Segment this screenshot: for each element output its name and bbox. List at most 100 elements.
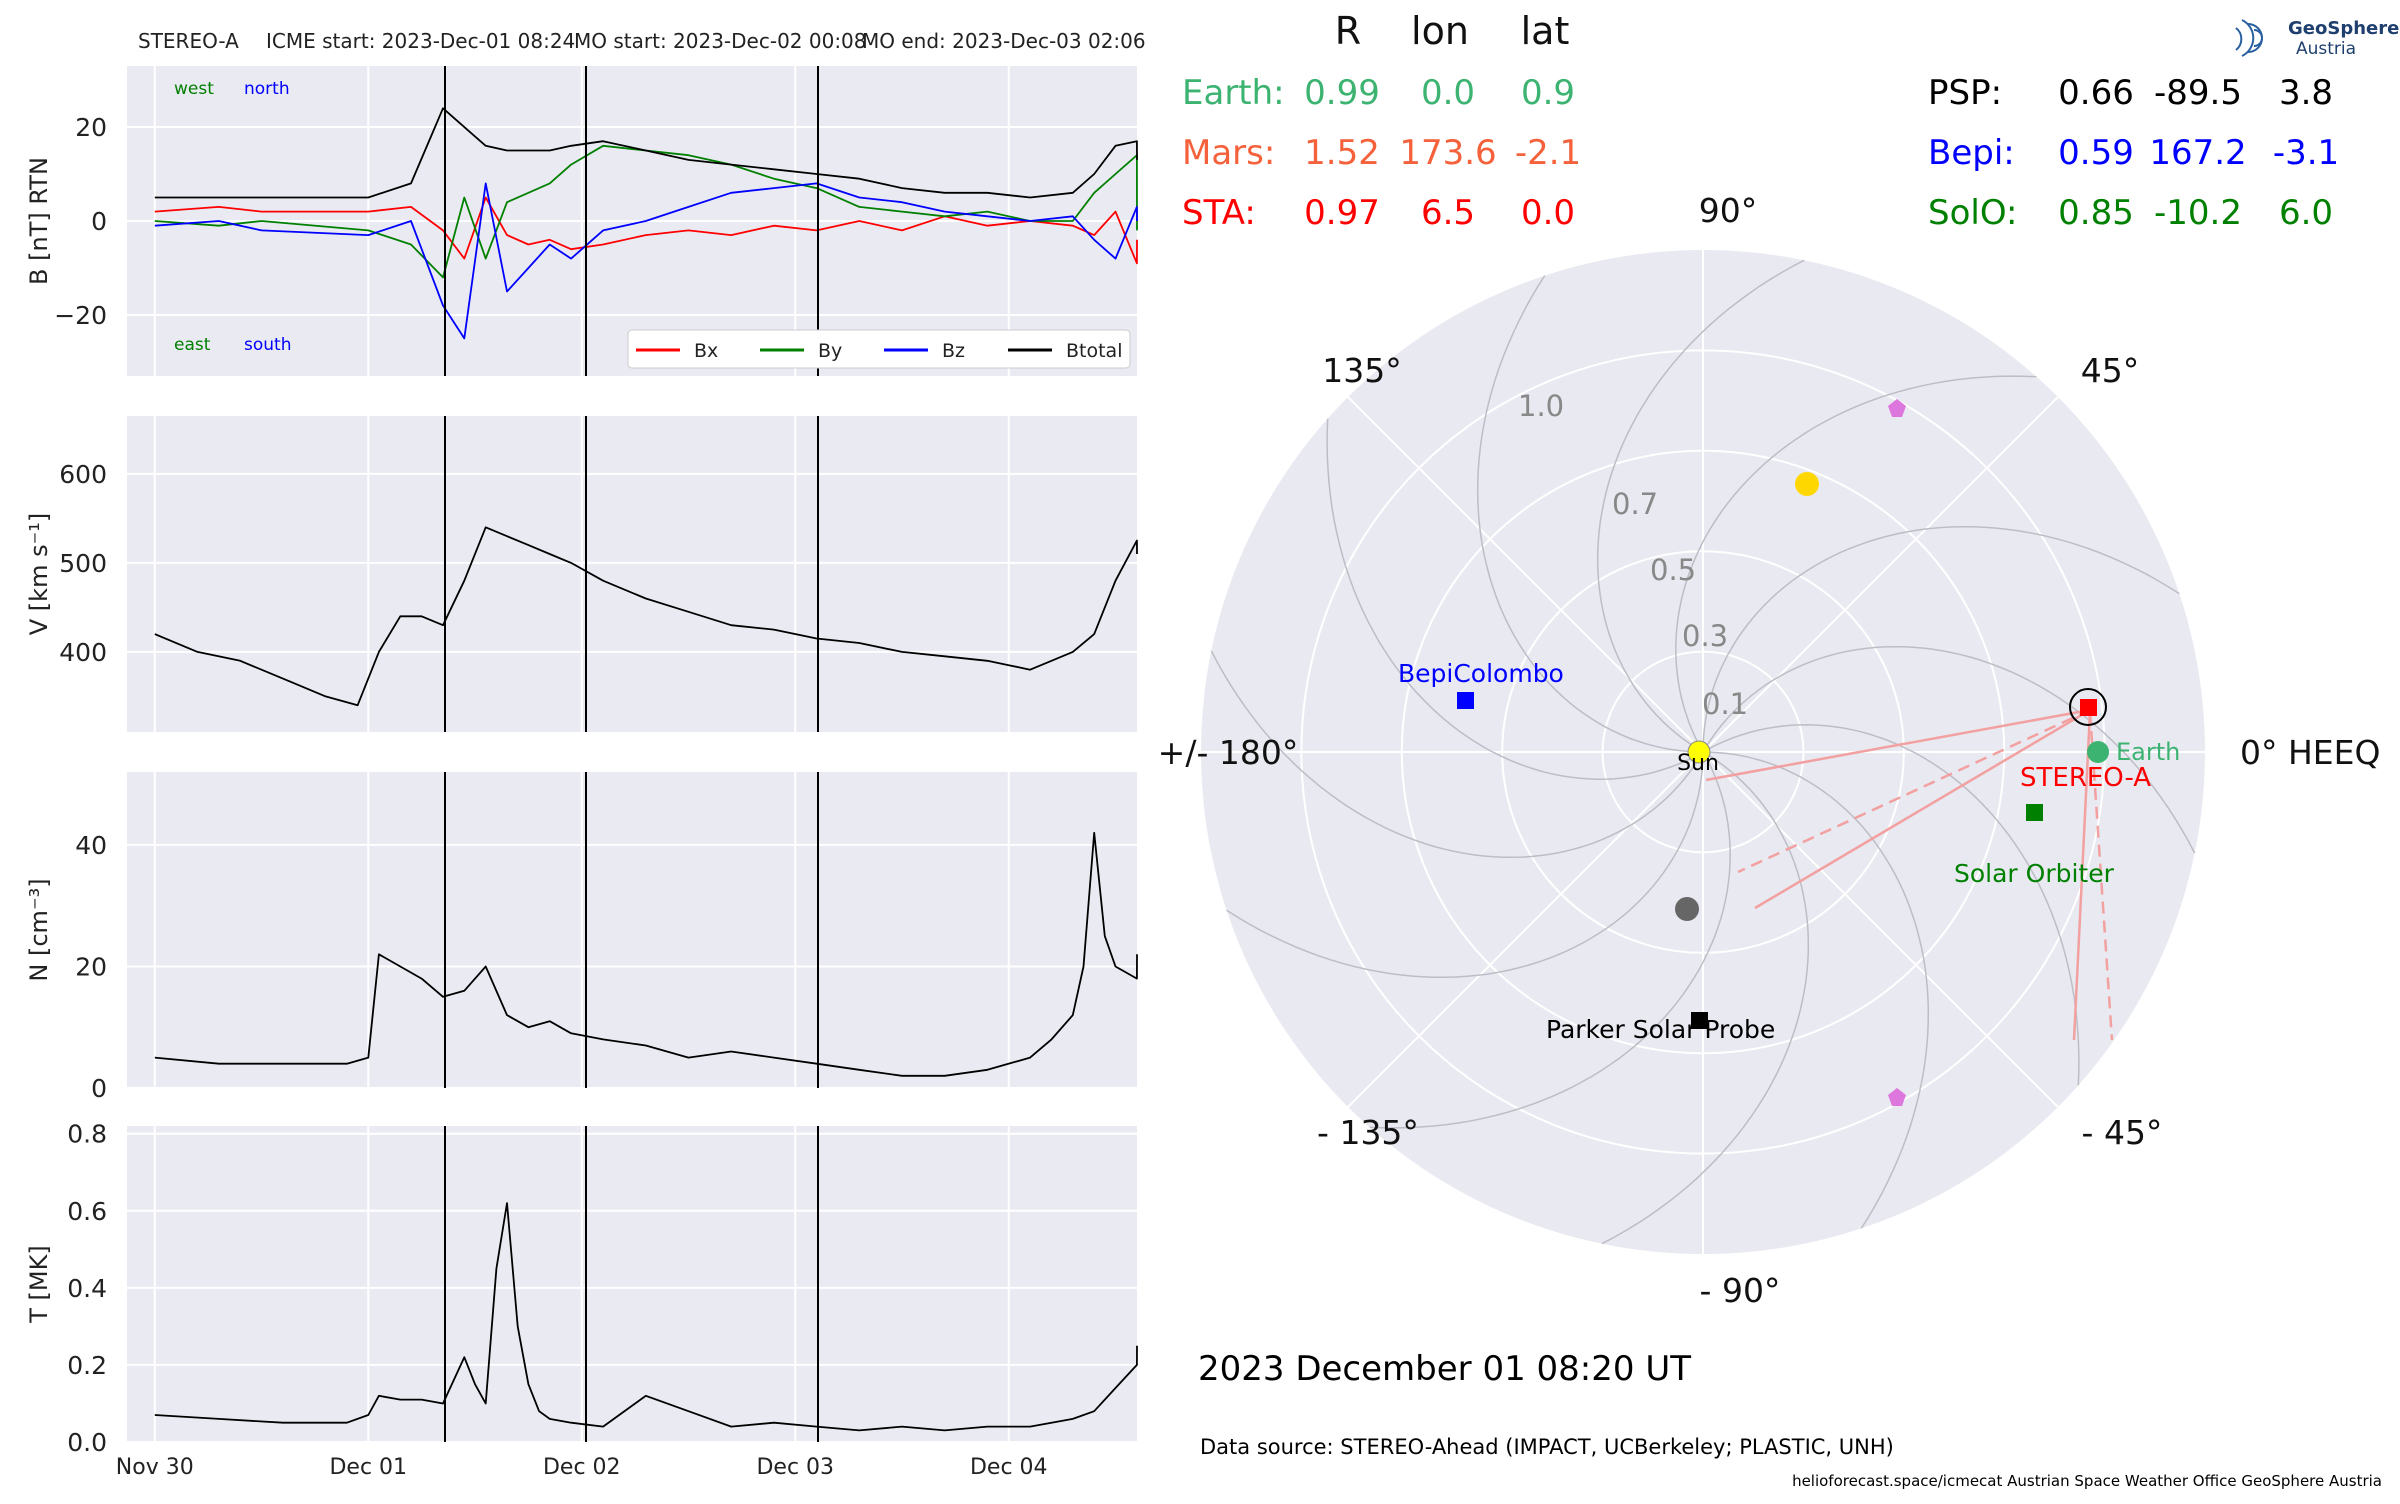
col-header-r: R — [1335, 9, 1361, 53]
timeseries-panels: −20 0 20 B [nT] RTN west north east south Bx By Bz… — [25, 66, 1138, 1480]
comet-marker-upper — [1888, 399, 1906, 417]
earth-marker — [2087, 741, 2109, 763]
radial-label: 0.3 — [1682, 619, 1728, 653]
y-tick-label: 500 — [59, 549, 107, 578]
x-tick-label: Dec 04 — [970, 1455, 1048, 1480]
row-r: 0.99 — [1304, 73, 1380, 113]
radial-label: 0.7 — [1612, 487, 1658, 521]
parker-spirals — [1210, 259, 2196, 1245]
row-label: Mars: — [1182, 133, 1275, 173]
series-bz — [154, 182, 1138, 340]
solar-orbiter-label: Solar Orbiter — [1954, 859, 2115, 888]
row-lon: 0.0 — [1421, 73, 1475, 113]
row-lon: 173.6 — [1399, 133, 1496, 173]
event-header: STEREO-A ICME start: 2023-Dec-01 08:24 M… — [138, 29, 1146, 53]
plot-datetime: 2023 December 01 08:20 UT — [1198, 1349, 1691, 1389]
row-label: Earth: — [1182, 73, 1285, 113]
logo-line1: GeoSphere — [2288, 18, 2399, 39]
series-bx — [154, 196, 1138, 265]
parker-spiral-line — [1369, 751, 1731, 1129]
x-tick-label: Dec 03 — [756, 1455, 834, 1480]
header-mo-start: MO start: 2023-Dec-02 00:08 — [574, 29, 867, 53]
parker-spiral-line — [1675, 375, 2037, 753]
row-lat: 6.0 — [2279, 193, 2333, 233]
y-tick-label: 40 — [75, 831, 107, 860]
row-r: 0.85 — [2058, 193, 2134, 233]
parker-spiral-line — [1702, 751, 1930, 1229]
parker-spiral-line — [1702, 724, 2080, 1086]
row-lon: 167.2 — [2149, 133, 2246, 173]
corner-label-west: west — [174, 79, 214, 99]
y-tick-label: 0 — [91, 207, 107, 236]
position-table: R lon lat Earth: 0.99 0.0 0.9 Mars: 1.52 173.6… — [1182, 9, 2339, 233]
parker-spiral-line — [1601, 751, 1810, 1245]
position-row-psp: PSP: 0.66 -89.5 3.8 — [1928, 73, 2333, 113]
credits: helioforecast.space/icmecat Austrian Spa… — [1792, 1472, 2382, 1490]
y-tick-label: 400 — [59, 638, 107, 667]
row-lat: 0.0 — [1521, 193, 1575, 233]
radial-label: 0.1 — [1702, 687, 1748, 721]
angle-label-45: 45° — [2081, 351, 2140, 390]
angle-spoke — [1702, 751, 2059, 1108]
legend-label-bx: Bx — [694, 340, 718, 362]
parker-spiral-line — [1326, 418, 1704, 780]
series-t — [154, 1202, 1138, 1432]
panel-background — [127, 772, 1137, 1088]
stereo-a-label: STEREO-A — [2020, 763, 2151, 793]
col-header-lon: lon — [1411, 9, 1469, 53]
parker-spiral-line — [1210, 650, 1704, 859]
legend-label-bz: Bz — [942, 340, 965, 362]
row-lat: -2.1 — [1515, 133, 1581, 173]
bepicolombo-label: BepiColombo — [1398, 659, 1564, 688]
panel-density: 0 20 40 N [cm⁻³] — [25, 772, 1138, 1103]
corner-label-east: east — [174, 335, 211, 355]
y-tick-label: 0.8 — [67, 1120, 107, 1149]
sun-marker — [1687, 740, 1711, 764]
angle-label-m135: - 135° — [1317, 1113, 1419, 1152]
y-tick-label: 0 — [91, 1074, 107, 1103]
row-r: 0.66 — [2058, 73, 2134, 113]
corner-label-south: south — [244, 335, 291, 355]
row-label: SolO: — [1928, 193, 2017, 233]
header-icme-start: ICME start: 2023-Dec-01 08:24 — [266, 29, 575, 53]
angle-label-90: 90° — [1699, 191, 1758, 230]
row-lon: -10.2 — [2154, 193, 2242, 233]
mercury-marker — [1675, 897, 1699, 921]
header-mo-end: MO end: 2023-Dec-03 02:06 — [862, 29, 1146, 53]
parker-solar-probe-label: Parker Solar Probe — [1546, 1015, 1775, 1044]
angle-spoke — [1347, 396, 1704, 753]
panel-background — [127, 416, 1137, 732]
solar-orbiter-marker — [2026, 804, 2043, 821]
parker-spiral-line — [1476, 275, 1704, 753]
y-tick-label: 0.4 — [67, 1274, 107, 1303]
polar-grid — [1201, 250, 2205, 1254]
row-lon: 6.5 — [1421, 193, 1475, 233]
series-n — [154, 831, 1138, 1077]
sta-magnetic-connection-lines — [1705, 708, 2114, 1041]
panel-magnetic-field: −20 0 20 B [nT] RTN west north east south Bx By Bz… — [25, 66, 1138, 376]
row-lon: -89.5 — [2154, 73, 2242, 113]
y-tick-label: 20 — [75, 952, 107, 981]
polar-position-plot: 0.1 0.3 0.5 0.7 1.0 90° 45° 135° +/- 180° 0°… — [1158, 191, 2381, 1310]
position-rows-left: Earth: 0.99 0.0 0.9 Mars: 1.52 173.6 -2.1 STA: 0.… — [1182, 73, 1581, 233]
corner-label-north: north — [244, 79, 290, 99]
legend-label-by: By — [818, 340, 842, 362]
logo-line2: Austria — [2296, 39, 2356, 59]
angle-label-m45: - 45° — [2082, 1113, 2163, 1152]
header-spacecraft: STEREO-A — [138, 29, 239, 53]
venus-marker — [1795, 472, 1819, 496]
parker-spiral-line — [1226, 751, 1704, 979]
y-tick-label: 0.2 — [67, 1351, 107, 1380]
position-row-bepi: Bepi: 0.59 167.2 -3.1 — [1928, 133, 2339, 173]
row-lat: 0.9 — [1521, 73, 1575, 113]
panel-background — [127, 1126, 1137, 1442]
legend: Bx By Bz Btotal — [627, 329, 1131, 369]
data-source: Data source: STEREO-Ahead (IMPACT, UCBer… — [1200, 1435, 1894, 1459]
sun-label: Sun — [1677, 751, 1719, 776]
radial-label: 1.0 — [1518, 389, 1564, 423]
position-row-sta: STA: 0.97 6.5 0.0 — [1182, 193, 1575, 233]
series-v — [154, 526, 1138, 707]
logo-swirl-icon — [2235, 19, 2263, 57]
row-lat: 3.8 — [2279, 73, 2333, 113]
